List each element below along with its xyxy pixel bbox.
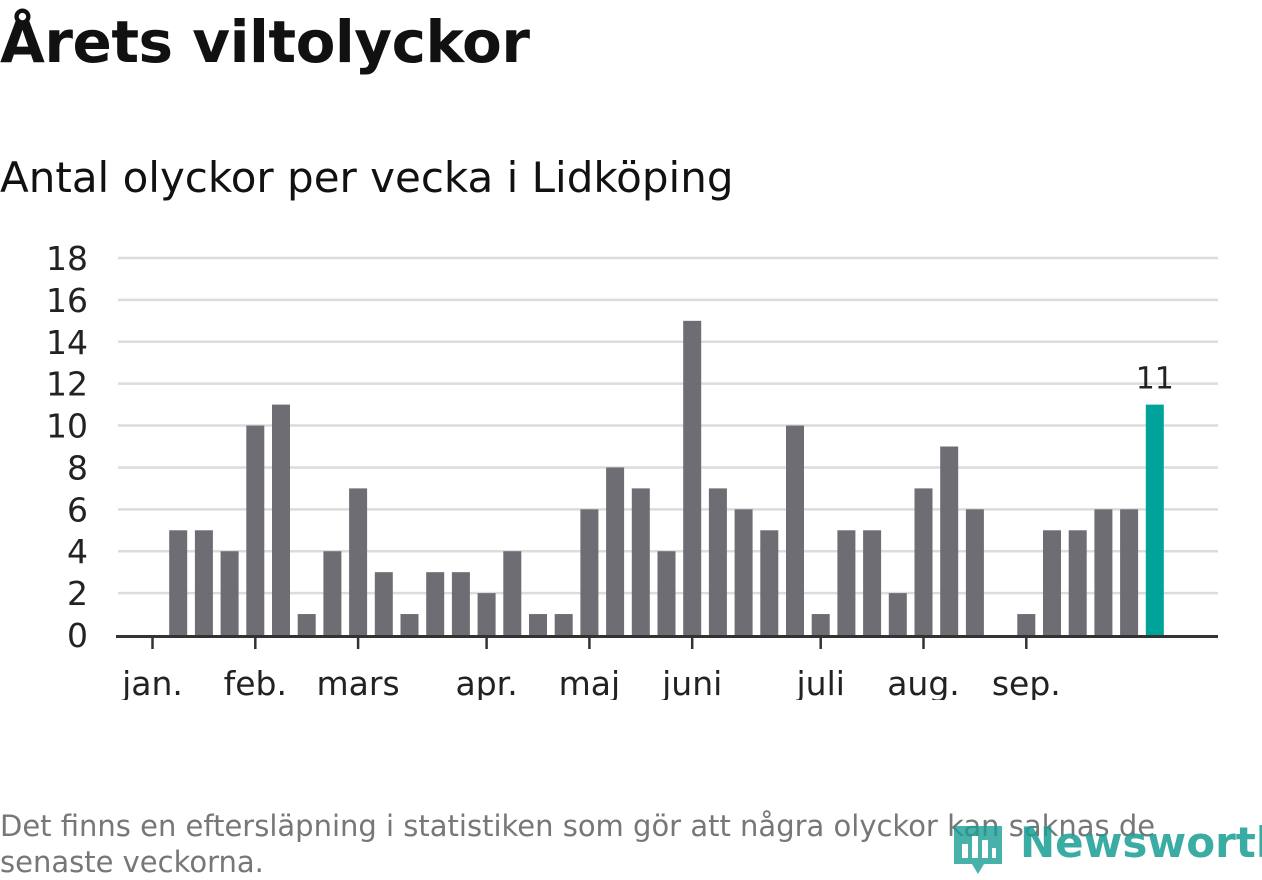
x-tick-label-month: sep.	[992, 664, 1061, 700]
bar	[477, 593, 496, 635]
x-tick-label-month: aug.	[887, 664, 960, 700]
bar	[606, 467, 625, 635]
bar	[631, 488, 650, 635]
x-tick-label-month: mars	[317, 664, 400, 700]
bar	[1068, 530, 1087, 635]
bar	[503, 551, 522, 635]
bar	[529, 614, 547, 635]
bar	[708, 488, 727, 635]
y-tick-label: 4	[67, 532, 88, 571]
x-tick-label-month: apr.	[455, 664, 517, 700]
bar	[323, 551, 342, 635]
bar	[451, 572, 470, 635]
bar	[580, 509, 599, 635]
bar	[1043, 530, 1061, 635]
bar	[1094, 509, 1113, 635]
bar	[734, 509, 753, 635]
bar	[760, 530, 779, 635]
bar	[965, 509, 984, 635]
bar	[297, 614, 316, 635]
y-tick-label: 2	[67, 574, 88, 613]
x-tick-label-month: jan.	[121, 664, 183, 700]
y-tick-label: 14	[46, 323, 88, 362]
bar-current-week	[1145, 404, 1164, 635]
newsworthy-logo-text: Newsworthy	[1020, 818, 1262, 867]
bar	[683, 320, 702, 635]
x-tick-label-month: feb.	[224, 664, 287, 700]
y-tick-label: 12	[46, 365, 88, 404]
x-tick-label-month: maj	[559, 664, 621, 700]
bar	[888, 593, 907, 635]
chart-subtitle: Antal olyckor per vecka i Lidköping	[0, 153, 734, 202]
y-tick-label: 10	[46, 407, 88, 446]
bar	[1017, 614, 1036, 635]
y-tick-label: 18	[46, 239, 88, 278]
bar	[1120, 509, 1139, 635]
bar	[914, 488, 933, 635]
x-tick-label-month: juni	[661, 664, 722, 700]
bar	[220, 551, 239, 635]
x-axis: jan. feb. mars apr. maj juni juli aug. sep.	[116, 635, 1218, 700]
data-label-current-week: 11	[1136, 362, 1174, 397]
chart-title: Årets viltolyckor	[0, 8, 530, 76]
bar	[863, 530, 882, 635]
bar	[837, 530, 856, 635]
grid-lines	[118, 256, 1218, 595]
bar	[554, 614, 573, 635]
data-labels: 11	[1136, 362, 1174, 397]
y-tick-label: 6	[67, 490, 88, 529]
newsworthy-logo-icon	[954, 826, 1002, 874]
bar	[169, 530, 188, 635]
bars	[169, 320, 1164, 635]
bar	[426, 572, 445, 635]
bar	[657, 551, 676, 635]
bar	[811, 614, 830, 635]
bar	[940, 446, 959, 635]
bar	[349, 488, 368, 635]
bar	[786, 425, 804, 635]
bar	[374, 572, 393, 635]
bar	[400, 614, 419, 635]
bar	[272, 404, 290, 635]
bar	[246, 425, 265, 635]
y-tick-label: 0	[67, 616, 88, 655]
bar	[194, 530, 213, 635]
y-tick-label: 16	[46, 281, 88, 320]
x-tick-label-month: juli	[795, 664, 844, 700]
newsworthy-logo: Newsworthy	[950, 818, 1262, 876]
y-tick-label: 8	[67, 448, 88, 487]
